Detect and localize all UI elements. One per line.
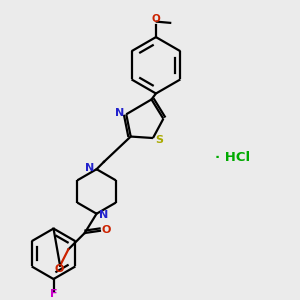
Text: S: S — [155, 135, 164, 146]
Text: O: O — [101, 225, 111, 235]
Text: N: N — [99, 210, 108, 220]
Text: O: O — [152, 14, 160, 24]
Text: · HCl: · HCl — [215, 151, 250, 164]
Text: O: O — [55, 264, 64, 274]
Text: N: N — [115, 108, 124, 118]
Text: N: N — [85, 163, 94, 173]
Text: F: F — [50, 290, 57, 299]
